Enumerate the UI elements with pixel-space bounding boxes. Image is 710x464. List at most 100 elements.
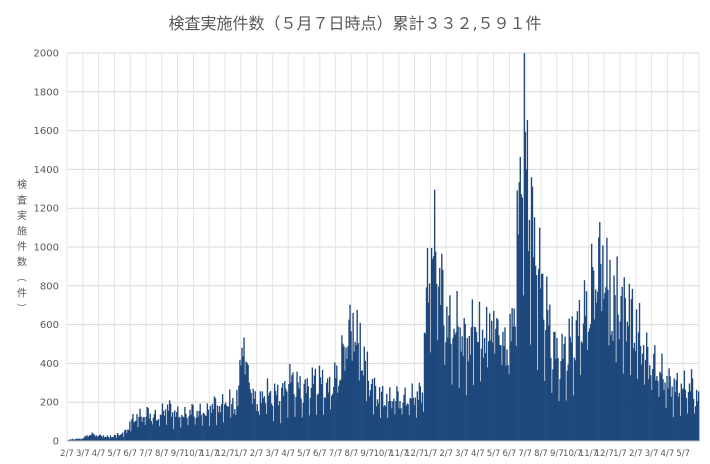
bar [197,416,199,441]
bar [668,368,670,441]
bar [249,389,251,441]
x-tick-label: 6/7 [503,449,517,459]
bar [620,295,622,441]
bar [433,189,436,441]
bar [149,413,151,441]
bar [111,437,114,441]
bar [251,403,253,441]
bar [297,382,299,441]
bar [133,422,135,441]
bar [122,432,124,441]
bar [463,318,465,441]
bar [391,408,393,441]
bar [218,406,221,441]
bar [622,373,624,441]
bar [195,417,197,441]
bar [635,309,638,441]
bar [232,398,234,441]
bar [500,344,502,441]
bar [106,435,109,441]
bar [671,386,673,441]
bar [618,339,620,441]
bar [421,392,424,441]
bar [682,388,685,441]
y-axis-label-char: 施 [17,225,27,238]
bar [88,435,90,441]
bar [493,310,495,441]
bar [178,417,180,441]
bar [436,284,438,441]
bar [507,365,509,441]
x-tick-labels: 2/7 3/7 4/7 5/7 6/7 7/7 8/7 9/7 10/711/712/7 1/7 2… [60,449,690,459]
bar-series [67,53,700,442]
bar [252,388,254,441]
x-tick-label: 6/7 [313,449,327,459]
bar [438,286,440,441]
bar [606,237,608,441]
bar [173,429,175,441]
bar [103,437,106,441]
bar [138,416,140,441]
bar [182,416,184,441]
bar [226,405,228,441]
bar [83,437,85,441]
bar [365,401,368,441]
bar [633,342,636,441]
bar [681,389,684,441]
x-tick-label: 5/7 [487,449,501,459]
bar [239,359,241,441]
bar [112,436,115,441]
bar [528,219,531,441]
bar [571,316,573,441]
bar [321,369,324,441]
bar [458,388,460,441]
bar [334,362,336,441]
bar [79,438,81,441]
bar [685,397,688,441]
bar [434,251,437,441]
bar [264,403,267,441]
bar [102,435,105,441]
x-tick-label: 4/7 [92,449,106,459]
x-tick-label: 7/7 [518,449,532,459]
x-tick-label: 12/7 [405,449,424,459]
bar [219,412,222,441]
bar [394,414,396,441]
x-tick-label: 12/7 [595,449,614,459]
bar [647,347,649,441]
bar [272,421,275,441]
y-tick-label: 200 [40,398,59,409]
bar [610,335,612,441]
x-tick-label: 11/7 [389,449,408,459]
bar [431,259,434,441]
x-tick-label: 5/7 [676,449,690,459]
bar [183,417,185,441]
bar [383,406,385,441]
bar [567,364,569,441]
bar [343,346,345,441]
bar [325,382,328,441]
bar [203,413,205,441]
bar [97,436,99,441]
bar [609,259,611,441]
bar [156,420,159,441]
bar [214,398,217,441]
bar [494,353,496,441]
bar [664,382,666,441]
bar [489,313,491,441]
bar [696,401,699,441]
bar [160,414,163,441]
bar [658,396,660,441]
bar [408,415,410,441]
y-axis-label-char: （ [15,272,27,282]
bar [108,438,111,441]
bar [526,120,529,441]
bar [363,346,365,441]
x-tick-label: 2/7 [439,449,453,459]
bar [573,357,575,441]
bar [445,342,447,441]
bar [659,371,661,441]
bar [597,291,599,441]
bar [248,382,250,441]
bar [295,396,297,441]
